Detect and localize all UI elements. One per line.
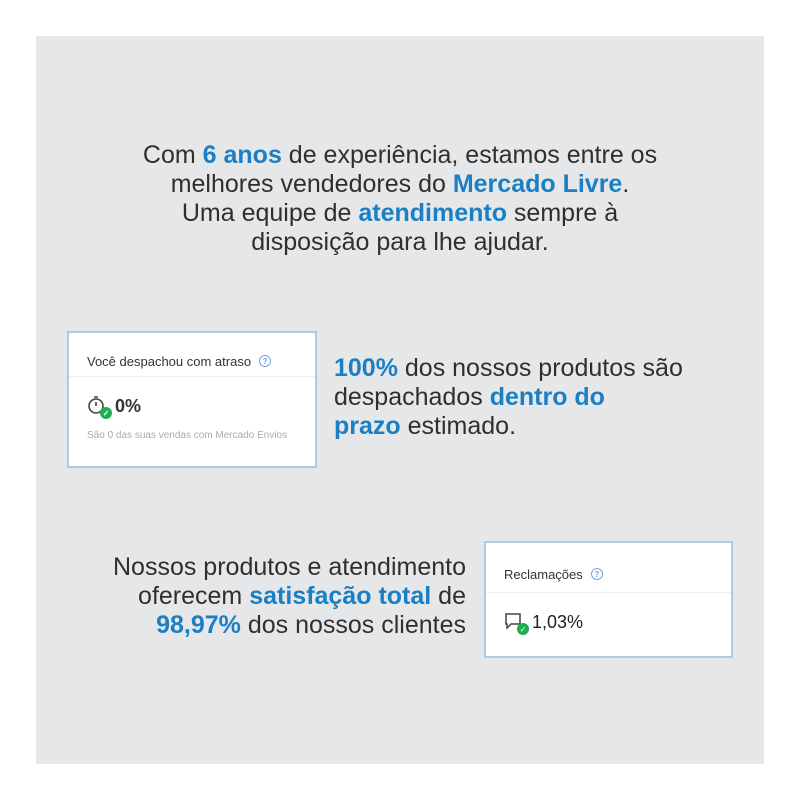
card-title: Reclamações — [504, 566, 583, 582]
shipping-text: 100% dos nossos produtos são despachados… — [334, 354, 683, 440]
delay-note: São 0 das suas vendas com Mercado Envios — [87, 430, 288, 441]
delay-value: 0% — [115, 395, 142, 416]
card-title: Você despachou com atraso — [87, 353, 252, 369]
stopwatch-check-icon: ✓ — [87, 395, 112, 419]
headline: Com 6 anos de experiência, estamos entre… — [142, 141, 658, 256]
help-icon[interactable]: ? — [590, 568, 603, 580]
chat-check-icon: ✓ — [504, 611, 529, 635]
help-icon[interactable]: ? — [259, 355, 272, 367]
satisfaction-text: Nossos produtos e atendimento oferecem s… — [113, 553, 466, 639]
claims-card: Reclamações? ✓ 1,03% — [484, 541, 733, 658]
claims-value: 1,03% — [532, 611, 584, 632]
delay-card: Você despachou com atraso? ✓ 0% São 0 da… — [67, 331, 317, 468]
